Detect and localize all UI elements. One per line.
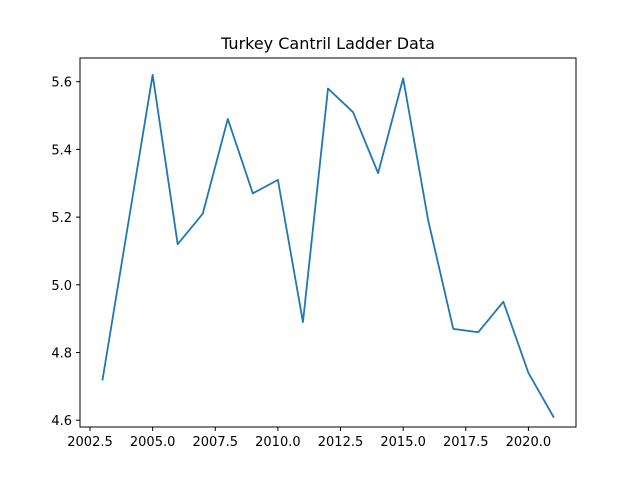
plot-area <box>101 74 555 419</box>
x-tick-label: 2010.0 <box>255 435 301 450</box>
y-tick-label: 4.8 <box>51 347 72 362</box>
y-axis: 4.6 4.8 5.0 5.2 5.4 5.6 <box>51 76 80 429</box>
x-tick-label: 2020.0 <box>506 435 552 450</box>
x-tick-label: 2007.5 <box>193 435 239 450</box>
y-tick-label: 5.0 <box>51 279 72 294</box>
x-tick-label: 2005.0 <box>130 435 176 450</box>
y-tick-label: 5.2 <box>51 211 72 226</box>
x-tick-label: 2012.5 <box>318 435 364 450</box>
x-tick-label: 2002.5 <box>67 435 113 450</box>
y-tick-label: 4.6 <box>51 414 72 429</box>
series-line <box>101 74 555 419</box>
x-tick-label: 2015.0 <box>380 435 426 450</box>
chart-title: Turkey Cantril Ladder Data <box>220 34 435 53</box>
x-axis: 2002.5 2005.0 2007.5 2010.0 2012.5 2015.0 2017… <box>67 427 551 450</box>
x-tick-label: 2017.5 <box>443 435 489 450</box>
y-tick-label: 5.6 <box>51 76 72 91</box>
axes-frame <box>79 57 577 428</box>
y-tick-label: 5.4 <box>51 143 72 158</box>
